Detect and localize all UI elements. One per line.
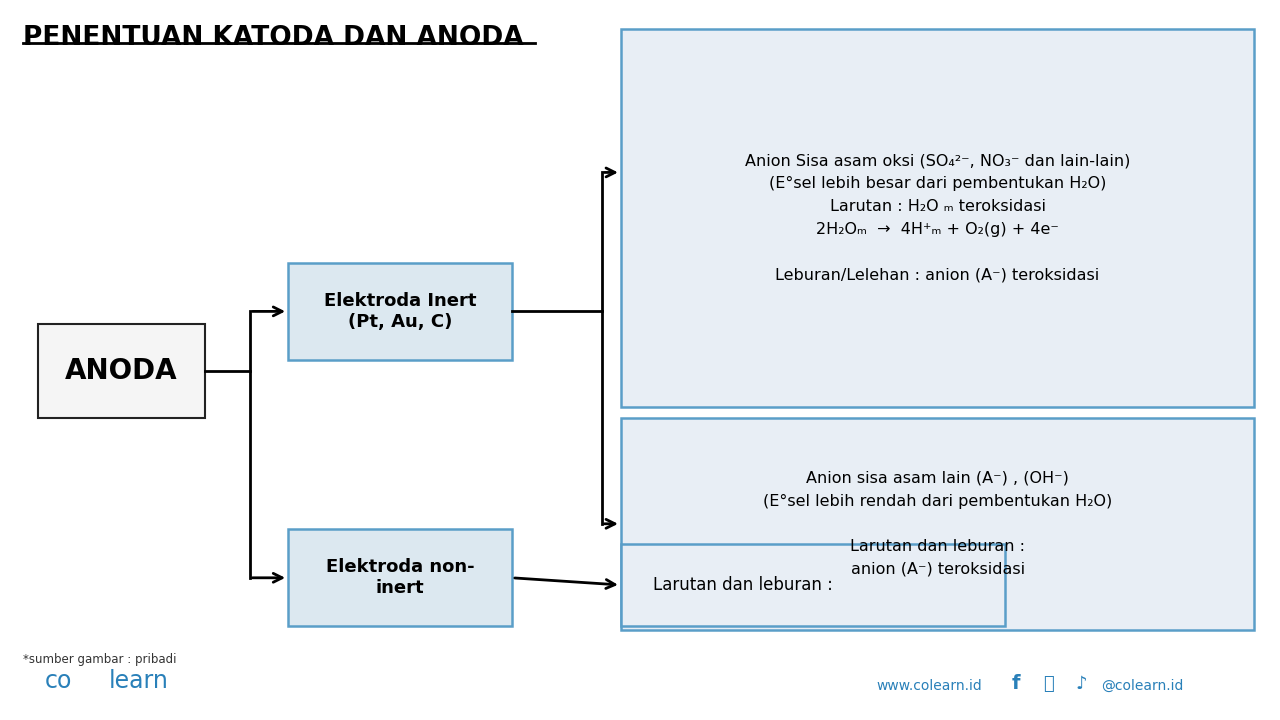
- Text: ♪: ♪: [1075, 675, 1087, 693]
- Text: Anion sisa asam lain (A⁻) , (OH⁻)
(E°sel lebih rendah dari pembentukan H₂O)

Lar: Anion sisa asam lain (A⁻) , (OH⁻) (E°sel…: [763, 471, 1112, 577]
- Text: Elektroda non-
inert: Elektroda non- inert: [325, 559, 475, 597]
- Text: co: co: [45, 669, 72, 693]
- Text: PENENTUAN KATODA DAN ANODA: PENENTUAN KATODA DAN ANODA: [23, 25, 524, 51]
- Text: learn: learn: [109, 669, 169, 693]
- FancyBboxPatch shape: [288, 529, 512, 626]
- FancyBboxPatch shape: [288, 263, 512, 360]
- Text: ⓘ: ⓘ: [1043, 675, 1053, 693]
- Text: Anion Sisa asam oksi (SO₄²⁻, NO₃⁻ dan lain-lain)
(E°sel lebih besar dari pembent: Anion Sisa asam oksi (SO₄²⁻, NO₃⁻ dan la…: [745, 153, 1130, 282]
- FancyBboxPatch shape: [621, 544, 1005, 626]
- FancyBboxPatch shape: [38, 324, 205, 418]
- Text: @colearn.id: @colearn.id: [1101, 679, 1183, 693]
- Text: *sumber gambar : pribadi: *sumber gambar : pribadi: [23, 653, 177, 666]
- Text: Larutan dan leburan :: Larutan dan leburan :: [653, 576, 833, 594]
- Text: f: f: [1011, 674, 1020, 693]
- FancyBboxPatch shape: [621, 418, 1254, 630]
- FancyBboxPatch shape: [621, 29, 1254, 407]
- Text: www.colearn.id: www.colearn.id: [877, 679, 983, 693]
- Text: ANODA: ANODA: [65, 357, 178, 384]
- Text: Elektroda Inert
(Pt, Au, C): Elektroda Inert (Pt, Au, C): [324, 292, 476, 330]
